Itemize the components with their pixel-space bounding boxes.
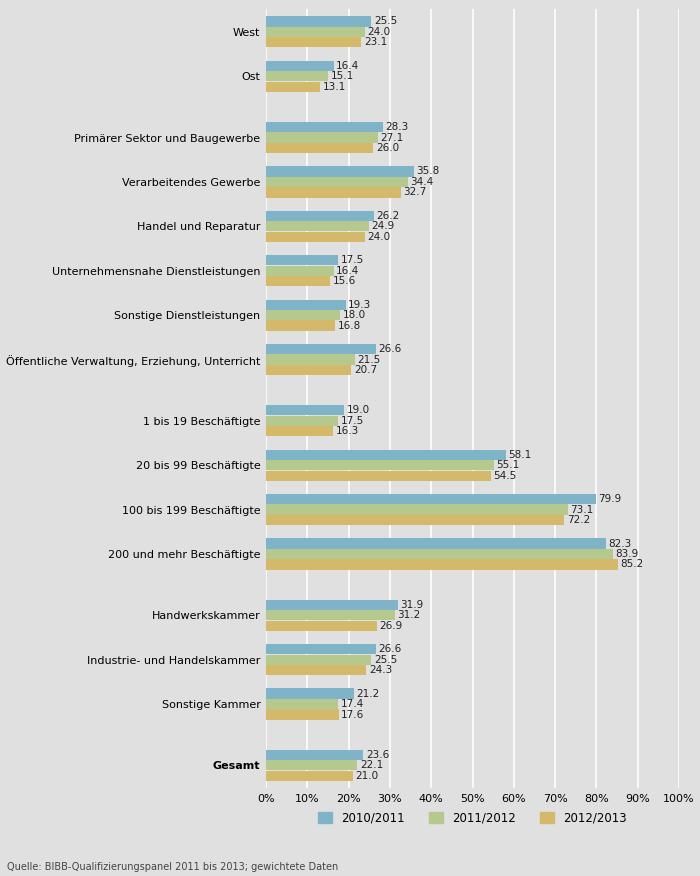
Bar [266, 27, 365, 37]
Bar [266, 515, 564, 526]
Text: 21.5: 21.5 [357, 355, 381, 364]
Text: 16.3: 16.3 [336, 427, 359, 436]
Text: 17.5: 17.5 [341, 416, 364, 426]
Bar [266, 37, 361, 47]
Bar [266, 310, 340, 321]
Bar [266, 426, 333, 436]
Bar [266, 560, 618, 569]
Text: 25.5: 25.5 [374, 654, 397, 665]
Bar [266, 300, 346, 310]
Text: 24.0: 24.0 [368, 232, 391, 242]
Text: 55.1: 55.1 [496, 460, 519, 470]
Text: 21.0: 21.0 [355, 771, 378, 781]
Text: 26.6: 26.6 [378, 344, 402, 354]
Text: 16.4: 16.4 [336, 60, 360, 71]
Bar [266, 81, 320, 92]
Bar [266, 344, 376, 354]
Bar [266, 654, 371, 665]
Text: 26.6: 26.6 [378, 644, 402, 654]
Text: 20.7: 20.7 [354, 365, 377, 375]
Text: 22.1: 22.1 [360, 760, 383, 770]
Text: 23.6: 23.6 [366, 750, 389, 759]
Text: 28.3: 28.3 [386, 122, 409, 132]
Text: 85.2: 85.2 [620, 560, 643, 569]
Bar [266, 665, 366, 675]
Text: 72.2: 72.2 [567, 515, 590, 525]
Text: 35.8: 35.8 [416, 166, 440, 176]
Bar [266, 276, 330, 286]
Text: 26.0: 26.0 [376, 143, 399, 153]
Text: 24.3: 24.3 [369, 665, 392, 675]
Bar [266, 166, 414, 177]
Bar [266, 620, 377, 631]
Text: 83.9: 83.9 [615, 549, 638, 559]
Text: 16.4: 16.4 [336, 265, 360, 276]
Bar [266, 460, 494, 470]
Text: 79.9: 79.9 [598, 494, 622, 505]
Text: 82.3: 82.3 [608, 539, 631, 548]
Legend: 2010/2011, 2011/2012, 2012/2013: 2010/2011, 2011/2012, 2012/2013 [314, 807, 631, 830]
Text: 15.1: 15.1 [331, 71, 354, 81]
Bar [266, 710, 339, 719]
Text: 25.5: 25.5 [374, 17, 397, 26]
Bar [266, 355, 355, 364]
Bar [266, 231, 365, 242]
Text: 23.1: 23.1 [364, 38, 387, 47]
Text: 16.8: 16.8 [338, 321, 361, 330]
Bar [266, 644, 376, 654]
Text: 19.3: 19.3 [348, 300, 372, 310]
Text: 58.1: 58.1 [508, 449, 532, 460]
Text: 17.6: 17.6 [341, 710, 365, 719]
Bar [266, 505, 568, 515]
Bar [266, 600, 398, 610]
Bar [266, 610, 395, 620]
Bar [266, 549, 612, 559]
Text: 26.2: 26.2 [377, 211, 400, 221]
Text: 34.4: 34.4 [410, 177, 434, 187]
Bar [266, 211, 374, 221]
Text: 18.0: 18.0 [343, 310, 366, 320]
Bar [266, 494, 596, 505]
Text: 54.5: 54.5 [494, 470, 517, 481]
Bar [266, 177, 408, 187]
Text: 19.0: 19.0 [347, 406, 370, 415]
Bar [266, 122, 383, 132]
Bar [266, 17, 371, 26]
Text: 15.6: 15.6 [333, 276, 356, 286]
Text: 73.1: 73.1 [570, 505, 594, 514]
Bar [266, 187, 401, 197]
Text: Quelle: BIBB-Qualifizierungspanel 2011 bis 2013; gewichtete Daten: Quelle: BIBB-Qualifizierungspanel 2011 b… [7, 862, 338, 872]
Text: 13.1: 13.1 [323, 81, 346, 92]
Bar [266, 143, 373, 153]
Bar [266, 365, 351, 375]
Text: 31.2: 31.2 [398, 611, 421, 620]
Text: 24.0: 24.0 [368, 27, 391, 37]
Text: 24.9: 24.9 [371, 222, 395, 231]
Text: 31.9: 31.9 [400, 600, 424, 610]
Text: 17.4: 17.4 [340, 699, 363, 709]
Text: 27.1: 27.1 [380, 132, 404, 143]
Bar [266, 222, 369, 231]
Bar [266, 255, 338, 265]
Bar [266, 470, 491, 481]
Bar [266, 771, 353, 781]
Text: 21.2: 21.2 [356, 689, 379, 698]
Bar [266, 416, 338, 426]
Bar [266, 760, 357, 770]
Bar [266, 406, 344, 415]
Text: 32.7: 32.7 [403, 187, 427, 197]
Bar [266, 699, 338, 710]
Bar [266, 321, 335, 331]
Text: 17.5: 17.5 [341, 255, 364, 265]
Bar [266, 449, 506, 460]
Text: 26.9: 26.9 [379, 621, 402, 631]
Bar [266, 71, 328, 81]
Bar [266, 539, 606, 548]
Bar [266, 60, 334, 71]
Bar [266, 132, 378, 143]
Bar [266, 265, 334, 276]
Bar [266, 750, 363, 760]
Bar [266, 689, 354, 699]
